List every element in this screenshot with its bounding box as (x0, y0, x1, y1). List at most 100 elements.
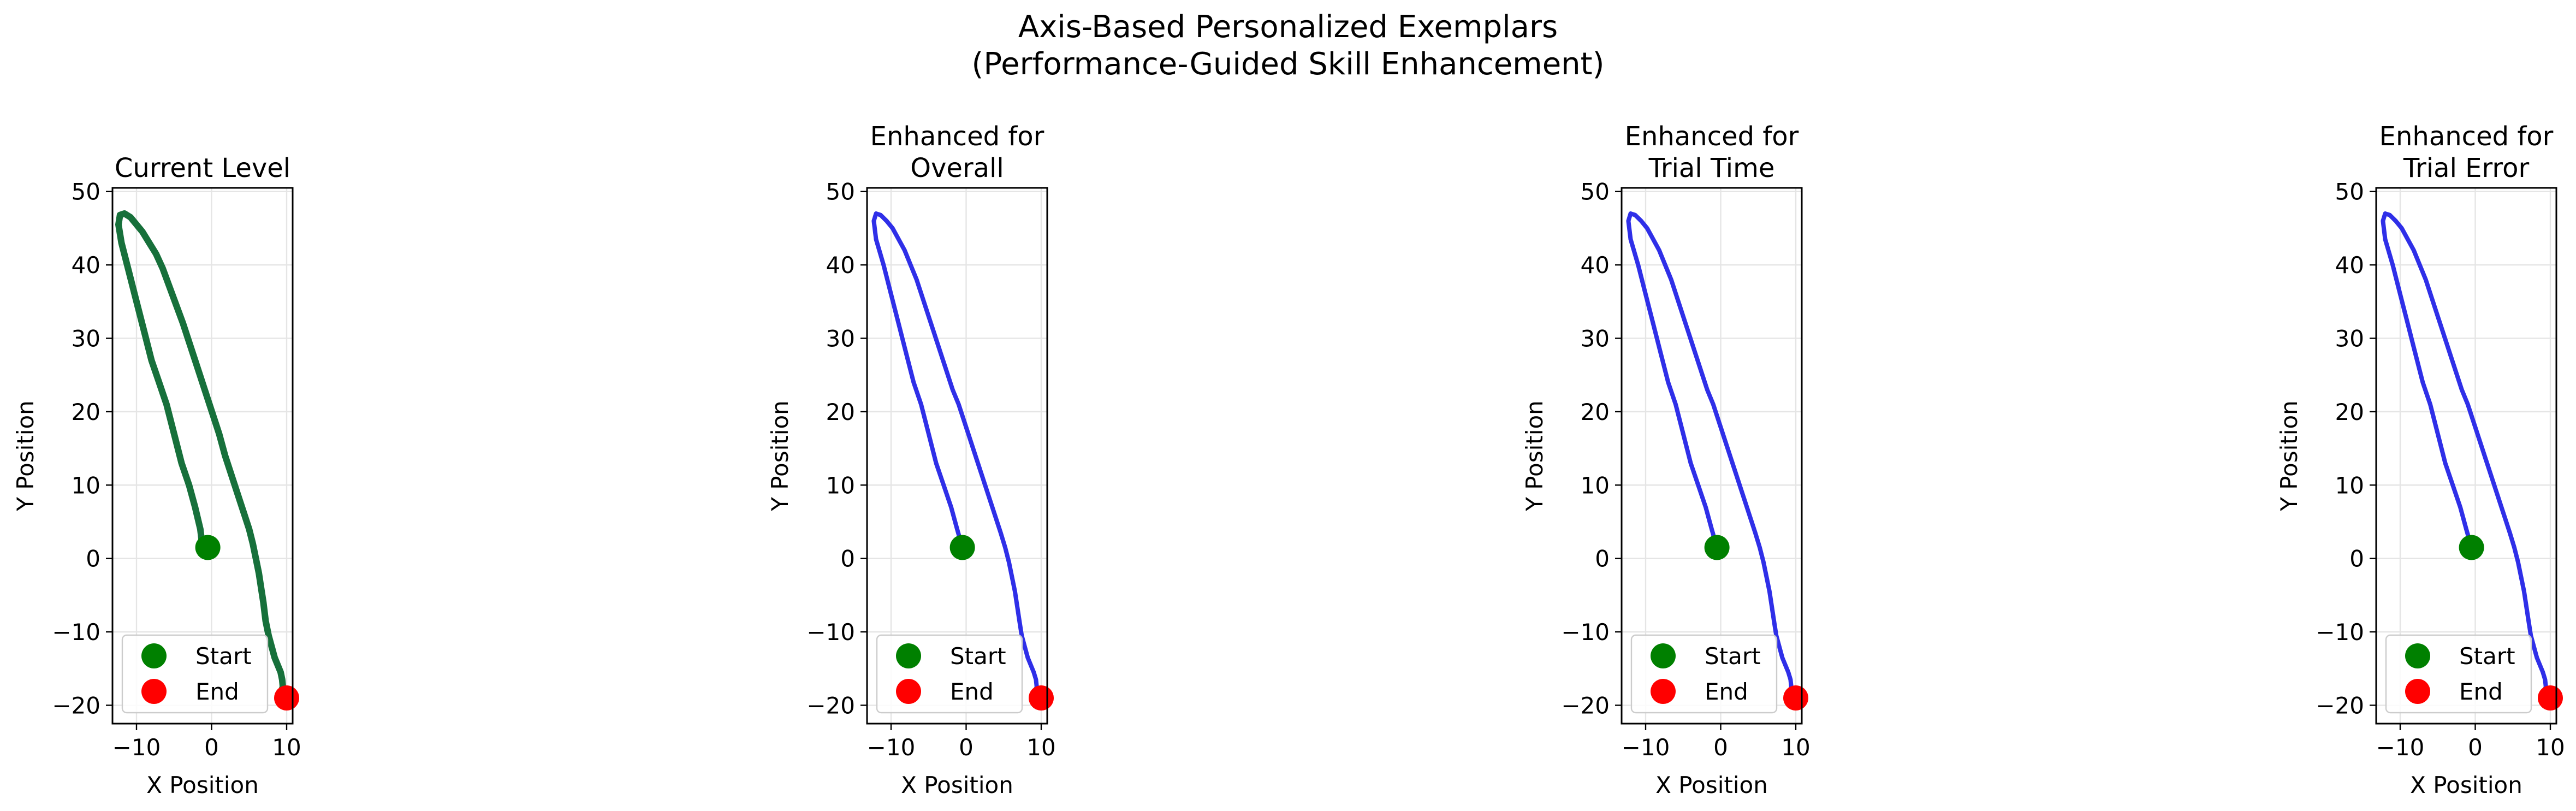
y-tick-label: 30 (2335, 325, 2364, 352)
trajectory-line (115, 210, 290, 701)
axes-frame (866, 187, 1048, 725)
chart-panel-4: −10 0 10 −20 −10 0 10 20 30 40 50 X Position Y Posit… (2276, 121, 2565, 798)
y-tick-label: 0 (1595, 546, 1610, 572)
y-tick-label: 50 (72, 179, 100, 205)
figure-title-line-1: Axis-Based Personalized Exemplars (1018, 9, 1558, 45)
legend-start-swatch (896, 643, 921, 668)
y-tick-label: 20 (826, 399, 855, 425)
panel-title: Enhanced for (1625, 121, 1799, 152)
y-tick-label: −10 (2316, 619, 2364, 646)
x-tick-label: 10 (1026, 734, 1055, 761)
y-axis-label: Y Position (767, 400, 793, 512)
legend-end-swatch (1651, 679, 1676, 704)
y-tick-label: 30 (826, 325, 855, 352)
y-tick-label: 20 (1581, 399, 1610, 425)
y-tick-label: 10 (2335, 472, 2364, 499)
y-tick-label: 10 (1581, 472, 1610, 499)
y-tick-label: 40 (72, 252, 100, 279)
x-tick-label: 0 (2468, 734, 2483, 761)
y-tick-label: −20 (52, 692, 100, 719)
trajectory-line (2381, 211, 2553, 700)
axes-frame (1621, 187, 1803, 725)
y-axis-label: Y Position (2276, 400, 2302, 512)
legend-end-swatch (2405, 679, 2430, 704)
legend-start-label: Start (2459, 643, 2515, 670)
y-tick-label: 10 (826, 472, 855, 499)
axes-frame (111, 187, 294, 725)
end-marker (2538, 685, 2563, 711)
panel-title: Trial Error (2403, 153, 2530, 183)
end-marker (1029, 685, 1054, 711)
y-tick-label: 0 (840, 546, 855, 572)
legend-start-swatch (2405, 643, 2430, 668)
x-tick-label: −10 (867, 734, 916, 761)
start-marker (949, 535, 975, 560)
x-axis-label: X Position (146, 772, 259, 798)
end-marker (274, 685, 299, 711)
panel-title: Trial Time (1648, 153, 1775, 183)
y-tick-label: 40 (826, 252, 855, 279)
legend-end-label: End (950, 678, 994, 705)
y-tick-label: 30 (72, 325, 100, 352)
start-marker (2459, 535, 2484, 560)
figure-title-line-2: (Performance-Guided Skill Enhancement) (972, 46, 1605, 82)
y-tick-label: 40 (2335, 252, 2364, 279)
plot-area (112, 188, 293, 724)
legend-start-label: Start (1705, 643, 1761, 670)
x-axis-label: X Position (1655, 772, 1768, 798)
end-marker (1783, 685, 1808, 711)
plot-area (2376, 188, 2556, 724)
trajectory-line (871, 211, 1043, 700)
start-marker (1704, 535, 1730, 560)
plot-area (1622, 188, 1802, 724)
panel-title: Current Level (115, 153, 290, 183)
y-tick-label: 50 (2335, 179, 2364, 205)
y-tick-label: 10 (72, 472, 100, 499)
x-tick-label: 10 (1781, 734, 1810, 761)
x-tick-label: −10 (2376, 734, 2425, 761)
panel-title: Enhanced for (2379, 121, 2554, 152)
legend-end-swatch (896, 679, 921, 704)
legend-end-label: End (1705, 678, 1748, 705)
chart-panel-3: −10 0 10 −20 −10 0 10 20 30 40 50 X Position Y Posit… (1521, 121, 1811, 798)
y-tick-label: 40 (1581, 252, 1610, 279)
x-tick-label: 0 (1713, 734, 1728, 761)
legend-end-label: End (2459, 678, 2503, 705)
y-tick-label: −10 (52, 619, 100, 646)
chart-panel-2: −10 0 10 −20 −10 0 10 20 30 40 50 X Position Y Posit… (767, 121, 1056, 798)
plot-area (867, 188, 1047, 724)
x-axis-label: X Position (2410, 772, 2522, 798)
chart-panels: −10 0 10 −20 −10 0 10 20 30 40 50 X Position Y Posit… (12, 121, 2565, 798)
y-tick-label: 30 (1581, 325, 1610, 352)
legend-start-swatch (141, 643, 167, 668)
x-tick-label: 10 (272, 734, 301, 761)
y-tick-label: −20 (806, 692, 855, 719)
legend-end-label: End (195, 678, 239, 705)
start-marker (195, 535, 221, 560)
y-tick-label: −10 (1561, 619, 1610, 646)
y-axis-label: Y Position (1521, 400, 1548, 512)
x-tick-label: 0 (959, 734, 974, 761)
legend-end-swatch (141, 679, 167, 704)
legend-start-label: Start (950, 643, 1006, 670)
panel-title: Enhanced for (870, 121, 1044, 152)
y-axis-label: Y Position (12, 400, 39, 512)
chart-panel-1: −10 0 10 −20 −10 0 10 20 30 40 50 X Position Y Posit… (12, 153, 301, 798)
legend-start-label: Start (195, 643, 252, 670)
axes-frame (2375, 187, 2557, 725)
y-tick-label: 20 (2335, 399, 2364, 425)
y-tick-label: −20 (1561, 692, 1610, 719)
y-tick-label: −20 (2316, 692, 2364, 719)
x-tick-label: −10 (1622, 734, 1670, 761)
x-axis-label: X Position (901, 772, 1013, 798)
y-tick-label: 50 (1581, 179, 1610, 205)
trajectory-line (1626, 211, 1798, 700)
panel-title: Overall (910, 153, 1004, 183)
y-tick-label: 0 (2349, 546, 2364, 572)
y-tick-label: 0 (86, 546, 100, 572)
y-tick-label: 20 (72, 399, 100, 425)
x-tick-label: 0 (204, 734, 219, 761)
x-tick-label: 10 (2536, 734, 2565, 761)
y-tick-label: −10 (806, 619, 855, 646)
